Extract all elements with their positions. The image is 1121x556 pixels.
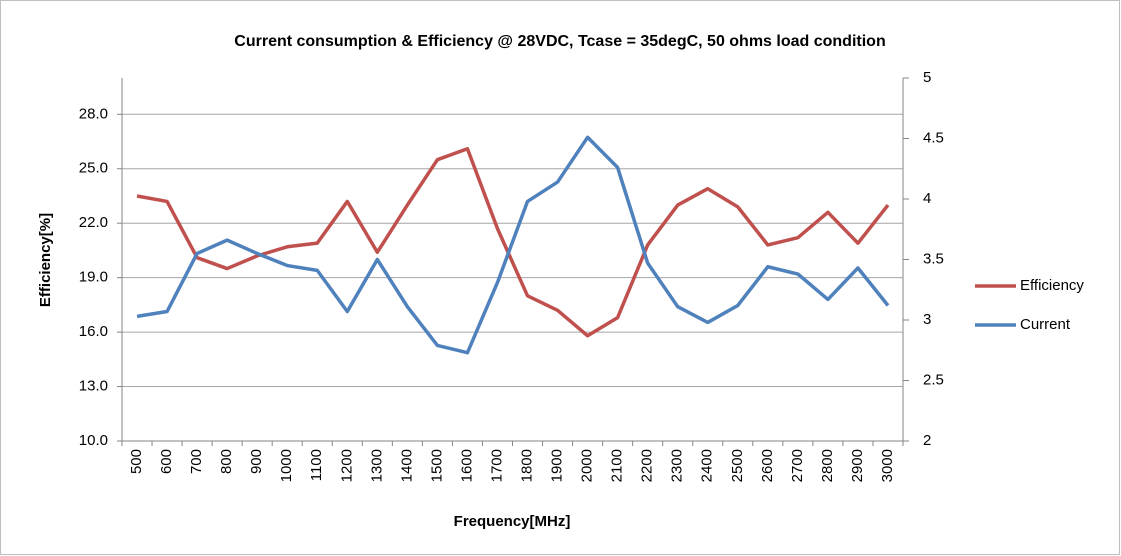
x-tick-label: 900 bbox=[248, 449, 265, 474]
x-tick-label: 1400 bbox=[398, 449, 415, 482]
x-tick-label: 1700 bbox=[488, 449, 505, 482]
x-tick-label: 2600 bbox=[759, 449, 776, 482]
chart-title: Current consumption & Efficiency @ 28VDC… bbox=[234, 33, 885, 50]
x-tick-label: 1000 bbox=[278, 449, 295, 482]
y2-tick-label: 4 bbox=[923, 190, 931, 207]
y-tick-label: 19.0 bbox=[79, 269, 108, 286]
x-tick-label: 2700 bbox=[789, 449, 806, 482]
x-tick-label: 1800 bbox=[518, 449, 535, 482]
y2-tick-label: 4.5 bbox=[923, 129, 944, 146]
x-tick-label: 2500 bbox=[729, 449, 746, 482]
x-tick-label: 500 bbox=[128, 449, 145, 474]
y-tick-label: 22.0 bbox=[79, 214, 108, 231]
y2-tick-label: 2.5 bbox=[923, 371, 944, 388]
x-tick-label: 1300 bbox=[368, 449, 385, 482]
x-axis-label: Frequency[MHz] bbox=[454, 513, 571, 530]
x-tick-label: 800 bbox=[218, 449, 235, 474]
x-tick-label: 600 bbox=[158, 449, 175, 474]
x-tick-label: 700 bbox=[188, 449, 205, 474]
y2-tick-label: 3.5 bbox=[923, 250, 944, 267]
x-tick-label: 1900 bbox=[549, 449, 566, 482]
y-tick-label: 28.0 bbox=[79, 105, 108, 122]
x-tick-label: 2100 bbox=[609, 449, 626, 482]
line-series bbox=[136, 135, 890, 355]
x-tick-label: 2200 bbox=[639, 449, 656, 482]
legend-label: Efficiency bbox=[1020, 277, 1084, 294]
y2-tick-label: 3 bbox=[923, 311, 931, 328]
y2-tick-label: 5 bbox=[923, 69, 931, 86]
x-tick-label: 1100 bbox=[308, 449, 325, 481]
y-tick-label: 16.0 bbox=[79, 323, 108, 340]
y-tick-label: 10.0 bbox=[79, 432, 108, 449]
x-tick-label: 2300 bbox=[669, 449, 686, 482]
x-tick-label: 1600 bbox=[458, 449, 475, 482]
x-tick-label: 2400 bbox=[699, 449, 716, 482]
y-axis-label: Efficiency[%] bbox=[37, 213, 54, 307]
x-tick-label: 1200 bbox=[338, 449, 355, 482]
x-tick-label: 2900 bbox=[849, 449, 866, 482]
y-tick-label: 13.0 bbox=[79, 378, 108, 395]
y2-tick-label: 2 bbox=[923, 432, 931, 449]
x-tick-label: 1500 bbox=[428, 449, 445, 482]
y-tick-label: 25.0 bbox=[79, 160, 108, 177]
x-tick-label: 3000 bbox=[879, 449, 896, 482]
legend-label: Current bbox=[1020, 316, 1071, 333]
x-tick-label: 2800 bbox=[819, 449, 836, 482]
x-tick-label: 2000 bbox=[579, 449, 596, 482]
